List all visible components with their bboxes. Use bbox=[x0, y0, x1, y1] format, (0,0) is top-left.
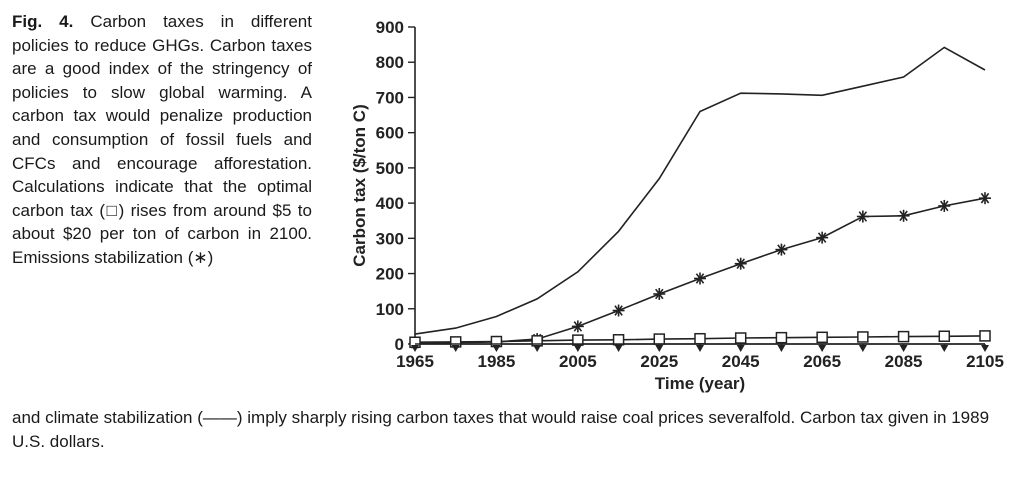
triangle-marker bbox=[533, 345, 542, 352]
chart-axes bbox=[408, 26, 986, 350]
chart-series bbox=[409, 46, 991, 352]
square-marker bbox=[979, 330, 991, 342]
triangle-marker bbox=[655, 345, 664, 352]
asterisk-marker bbox=[612, 304, 625, 317]
figure-label: Fig. 4. bbox=[12, 12, 74, 31]
square-marker bbox=[938, 330, 951, 343]
y-tick-label: 100 bbox=[376, 300, 404, 319]
triangle-marker bbox=[777, 345, 786, 352]
y-tick-label: 400 bbox=[376, 194, 404, 213]
asterisk-marker bbox=[979, 192, 991, 205]
triangle-marker bbox=[818, 345, 827, 352]
x-tick-label: 1965 bbox=[396, 352, 434, 371]
asterisk-marker bbox=[694, 272, 706, 285]
asterisk-marker bbox=[734, 257, 747, 270]
triangle-marker bbox=[614, 345, 623, 352]
y-tick-label: 300 bbox=[376, 229, 404, 248]
figure-caption-side: Fig. 4. Carbon taxes in different polici… bbox=[12, 10, 312, 270]
chart-labels: 0 100 200 300 400 500 600 700 800 900 1965 1985 2005… bbox=[350, 18, 1004, 393]
triangle-marker bbox=[858, 345, 867, 352]
x-tick-label: 2105 bbox=[966, 352, 1004, 371]
y-tick-label: 700 bbox=[376, 88, 404, 107]
asterisk-marker bbox=[571, 320, 584, 333]
series-line-none bbox=[414, 46, 986, 335]
y-tick-label: 500 bbox=[376, 159, 404, 178]
triangle-marker bbox=[899, 345, 908, 352]
y-tick-label: 900 bbox=[376, 18, 404, 37]
square-marker bbox=[653, 333, 666, 345]
asterisk-marker bbox=[816, 231, 829, 244]
square-marker bbox=[694, 332, 706, 345]
triangle-marker bbox=[736, 345, 745, 352]
x-tick-label: 2005 bbox=[559, 352, 597, 371]
triangle-marker bbox=[940, 345, 949, 352]
y-tick-label: 600 bbox=[376, 124, 404, 143]
asterisk-marker bbox=[775, 243, 788, 256]
caption-text-side: Carbon taxes in different policies to re… bbox=[12, 12, 312, 267]
triangle-marker bbox=[981, 345, 989, 352]
square-marker bbox=[775, 331, 788, 344]
y-tick-label: 0 bbox=[395, 335, 404, 354]
square-marker bbox=[734, 332, 747, 344]
square-marker bbox=[857, 331, 869, 343]
triangle-marker bbox=[411, 345, 419, 352]
asterisk-marker bbox=[938, 199, 951, 212]
x-tick-label: 2025 bbox=[640, 352, 678, 371]
y-tick-label: 800 bbox=[376, 53, 404, 72]
triangle-marker bbox=[451, 345, 460, 352]
square-marker bbox=[897, 330, 910, 343]
asterisk-marker bbox=[653, 287, 666, 300]
asterisk-marker bbox=[856, 210, 869, 223]
triangle-marker bbox=[492, 345, 501, 352]
square-marker bbox=[816, 331, 828, 344]
y-tick-label: 200 bbox=[376, 265, 404, 284]
x-tick-label: 2065 bbox=[803, 352, 841, 371]
triangle-marker bbox=[573, 345, 582, 352]
triangle-marker bbox=[696, 345, 704, 352]
asterisk-marker bbox=[897, 209, 910, 222]
x-tick-label: 1985 bbox=[478, 352, 516, 371]
x-tick-label: 2045 bbox=[722, 352, 760, 371]
figure-caption-bottom: and climate stabilization (——) imply sha… bbox=[12, 408, 990, 451]
y-axis-title: Carbon tax ($/ton C) bbox=[350, 104, 369, 266]
x-axis-title: Time (year) bbox=[655, 374, 745, 393]
x-tick-label: 2085 bbox=[885, 352, 923, 371]
